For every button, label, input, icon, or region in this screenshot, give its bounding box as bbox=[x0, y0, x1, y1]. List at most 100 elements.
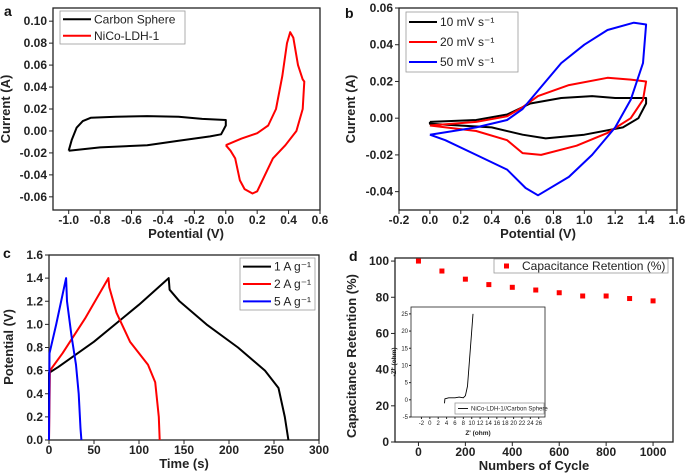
y-tick-label: 10 bbox=[401, 363, 408, 369]
x-tick-label: 0.8 bbox=[545, 213, 562, 227]
x-tick-label: 200 bbox=[455, 445, 475, 459]
x-tick-label: -1.0 bbox=[58, 213, 79, 227]
y-tick-label: 0.04 bbox=[370, 38, 394, 52]
data-point bbox=[509, 284, 515, 290]
data-point bbox=[650, 298, 656, 304]
y-tick-label: 25 bbox=[401, 312, 408, 318]
y-tick-label: 0.08 bbox=[24, 36, 48, 50]
series-line-2 bbox=[48, 277, 83, 441]
y-tick-label: 100 bbox=[369, 254, 389, 268]
panel-c: c 0 50 100 150 200 250 300 0.0 0.2 0.4 0.6 0.8 1.0 1.2… bbox=[1, 245, 329, 471]
series-line-0 bbox=[428, 95, 648, 140]
x-tick-label: 1.6 bbox=[669, 213, 685, 227]
x-tick-label: 0.2 bbox=[452, 213, 469, 227]
inset-nyquist-plot: -2 0 2 4 6 8 10 12 14 16 18 20 22 24 26-50510152025Z' … bbox=[391, 306, 548, 437]
x-tick-label: 8 bbox=[462, 421, 466, 427]
y-tick-label: -0.02 bbox=[366, 148, 394, 162]
x-tick-label: 0.6 bbox=[312, 213, 329, 227]
y-axis-label: Capacitance Retention (%) bbox=[344, 274, 359, 438]
x-axis-label: Z' (ohm) bbox=[465, 430, 490, 437]
x-tick-label: -0.6 bbox=[121, 213, 142, 227]
x-tick-label: 0.2 bbox=[249, 213, 266, 227]
panel-a: a -1.0 -0.8 -0.6 -0.4 -0.2 0.0 0.2 0.4 0.6 -0.06 -0… bbox=[0, 3, 329, 241]
data-point bbox=[580, 293, 586, 299]
y-tick-label: 1.6 bbox=[26, 248, 43, 262]
x-tick-label: 6 bbox=[453, 421, 457, 427]
y-tick-label: -0.02 bbox=[20, 146, 48, 160]
plot-frame bbox=[410, 306, 546, 418]
y-tick-label: 1.4 bbox=[26, 271, 43, 285]
x-tick-label: -0.2 bbox=[389, 213, 410, 227]
data-point bbox=[439, 268, 445, 274]
y-axis-label: -Z'' (ohm) bbox=[391, 347, 398, 376]
x-tick-label: 800 bbox=[596, 445, 616, 459]
data-point bbox=[603, 293, 609, 299]
y-tick-label: 0.06 bbox=[24, 58, 48, 72]
y-tick-label: 0 bbox=[405, 398, 409, 404]
y-tick-label: 20 bbox=[401, 329, 408, 335]
legend-label: Capacitance Retention (%) bbox=[522, 259, 665, 273]
y-tick-label: 0.04 bbox=[24, 80, 48, 94]
y-tick-label: 0.4 bbox=[26, 387, 43, 401]
y-tick-label: 0.02 bbox=[24, 102, 48, 116]
series-line-0 bbox=[67, 115, 227, 152]
x-tick-label: 14 bbox=[485, 421, 492, 427]
legend-label: NiCo-LDH-1//Carbon Sphere bbox=[471, 407, 548, 413]
panel-label: b bbox=[345, 5, 354, 21]
x-tick-label: 0 bbox=[415, 445, 422, 459]
panel-b: b -0.2 0.0 0.2 0.4 0.6 0.8 1.0 1.2 1.4 1.6 -0.04 -0.… bbox=[343, 1, 685, 241]
plot-frame bbox=[398, 7, 678, 211]
y-tick-label: 0.10 bbox=[24, 14, 48, 28]
y-tick-label: -0.04 bbox=[366, 185, 394, 199]
data-point bbox=[415, 258, 421, 264]
y-tick-label: 0.8 bbox=[26, 341, 43, 355]
series-line-1 bbox=[48, 277, 161, 441]
data-point bbox=[462, 276, 468, 282]
x-tick-label: -0.8 bbox=[90, 213, 111, 227]
x-tick-label: 50 bbox=[87, 443, 101, 457]
x-tick-label: 1.4 bbox=[638, 213, 655, 227]
x-tick-label: 600 bbox=[549, 445, 569, 459]
y-tick-label: 80 bbox=[376, 290, 390, 304]
y-tick-label: 0.02 bbox=[370, 74, 394, 88]
x-tick-label: 12 bbox=[477, 421, 484, 427]
x-tick-label: 0 bbox=[46, 443, 53, 457]
x-tick-label: 1.0 bbox=[576, 213, 593, 227]
legend-box bbox=[454, 402, 545, 415]
x-tick-label: 200 bbox=[219, 443, 239, 457]
y-tick-label: 0.2 bbox=[26, 410, 43, 424]
x-tick-label: 26 bbox=[535, 421, 542, 427]
x-tick-label: 22 bbox=[519, 421, 526, 427]
legend-box bbox=[493, 258, 669, 274]
x-tick-label: 250 bbox=[264, 443, 284, 457]
x-tick-label: 1.2 bbox=[607, 213, 624, 227]
y-axis-label: Current (A) bbox=[0, 75, 13, 144]
y-tick-label: -0.04 bbox=[20, 168, 48, 182]
legend-label: Carbon Sphere bbox=[94, 12, 176, 26]
y-tick-label: 5 bbox=[405, 381, 409, 387]
y-tick-label: -0.06 bbox=[20, 190, 48, 204]
legend-label: 5 A g⁻¹ bbox=[274, 294, 311, 308]
x-tick-label: 0 bbox=[428, 421, 432, 427]
y-tick-label: -5 bbox=[403, 415, 409, 421]
y-tick-label: 1.0 bbox=[26, 317, 43, 331]
y-tick-label: 0.06 bbox=[370, 1, 394, 15]
data-point bbox=[627, 296, 633, 302]
y-tick-label: 0.00 bbox=[24, 124, 48, 138]
y-tick-label: 40 bbox=[376, 363, 390, 377]
x-tick-label: 0.6 bbox=[514, 213, 531, 227]
x-tick-label: 10 bbox=[468, 421, 475, 427]
series-line-0 bbox=[444, 313, 474, 404]
x-tick-label: 20 bbox=[510, 421, 517, 427]
x-axis-label: Numbers of Cycle bbox=[479, 458, 590, 473]
legend-box bbox=[59, 10, 186, 45]
x-tick-label: 16 bbox=[494, 421, 501, 427]
legend-label: NiCo-LDH-1 bbox=[94, 29, 160, 43]
x-axis-label: Time (s) bbox=[159, 456, 209, 471]
series-line-2 bbox=[429, 21, 648, 197]
y-tick-label: 20 bbox=[376, 399, 390, 413]
legend-label: 10 mV s⁻¹ bbox=[440, 15, 494, 29]
x-tick-label: 1000 bbox=[640, 445, 667, 459]
y-tick-label: 0.00 bbox=[370, 111, 394, 125]
